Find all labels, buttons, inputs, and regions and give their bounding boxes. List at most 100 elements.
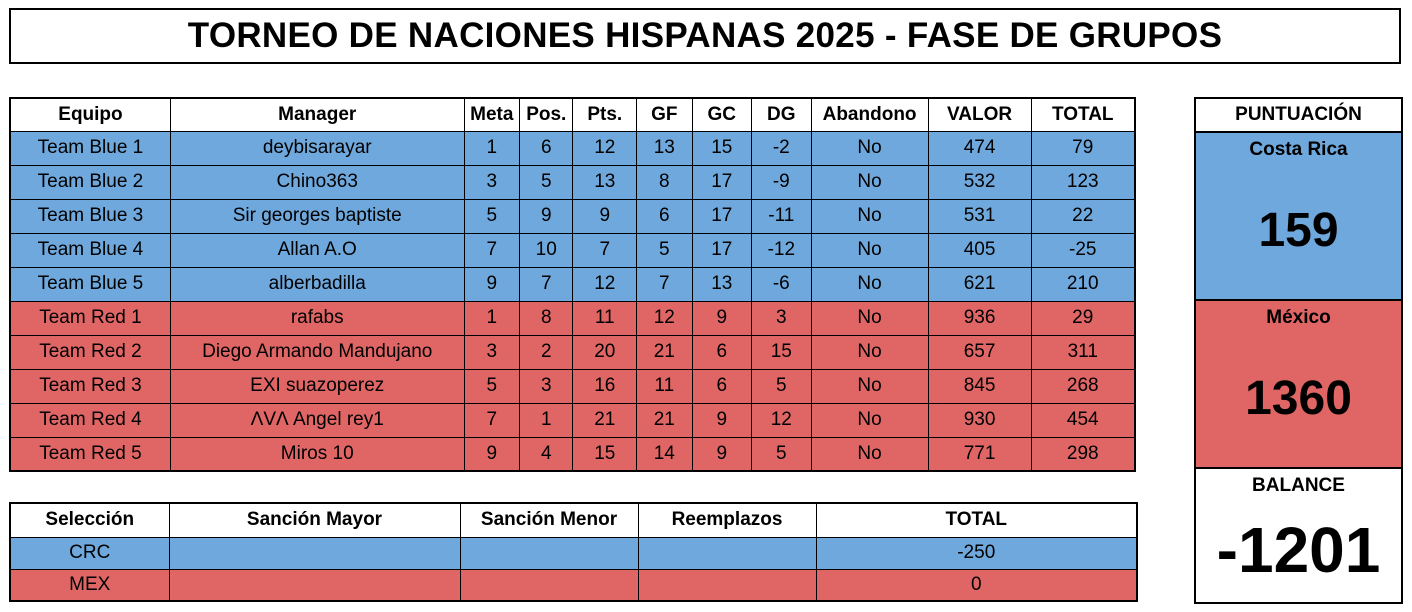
standings-cell: 11 (636, 368, 693, 404)
standings-cell: 7 (463, 232, 521, 268)
crc-score: 159 (1258, 203, 1339, 257)
sanctions-row: CRC -250 (9, 536, 1138, 570)
standings-cell: 5 (751, 368, 812, 404)
standings-cell: 123 (1030, 164, 1136, 200)
standings-cell: 3 (519, 368, 574, 404)
sanctions-cell (637, 536, 817, 570)
standings-cell: Team Blue 3 (9, 198, 171, 234)
standings-header-row: Equipo Manager Meta Pos. Pts. GF GC DG Abandono V… (9, 97, 1136, 132)
sanctions-cell: MEX (9, 568, 170, 602)
standings-cell: 771 (927, 436, 1032, 472)
standings-cell: 3 (463, 334, 521, 370)
standings-cell: 29 (1030, 300, 1136, 336)
standings-cell: 12 (636, 300, 693, 336)
standings-cell: 16 (572, 368, 638, 404)
standings-cell: 531 (927, 198, 1032, 234)
standings-cell: 7 (572, 232, 638, 268)
standings-cell: -9 (751, 164, 812, 200)
standings-cell: -2 (751, 130, 812, 166)
standings-cell: 13 (691, 266, 753, 302)
standings-cell: deybisarayar (169, 130, 465, 166)
standings-cell: 17 (691, 232, 753, 268)
standings-cell: 3 (751, 300, 812, 336)
sanctions-cell: -250 (815, 536, 1138, 570)
standings-cell: alberbadilla (169, 266, 465, 302)
standings-cell: 930 (927, 402, 1032, 438)
sanctions-cell (168, 536, 461, 570)
standings-cell: 9 (691, 402, 753, 438)
standings-cell: 6 (636, 198, 693, 234)
standings-cell: Miros 10 (169, 436, 465, 472)
sanctions-header-cell: Sanción Mayor (168, 502, 461, 538)
standings-cell: No (810, 436, 929, 472)
standings-cell: 9 (572, 198, 638, 234)
standings-cell: 5 (463, 368, 521, 404)
standings-cell: 12 (572, 130, 638, 166)
standings-header-cell: GF (636, 97, 693, 132)
standings-cell: 5 (463, 198, 521, 234)
mex-name: México (1266, 307, 1331, 328)
standings-cell: 405 (927, 232, 1032, 268)
standings-cell: Team Red 1 (9, 300, 171, 336)
standings-cell: 311 (1030, 334, 1136, 370)
standings-cell: No (810, 232, 929, 268)
standings-cell: Chino363 (169, 164, 465, 200)
crc-name: Costa Rica (1249, 139, 1348, 160)
sanctions-header-cell: TOTAL (815, 502, 1138, 538)
mex-score-block: México 1360 (1196, 301, 1401, 469)
standings-table: Equipo Manager Meta Pos. Pts. GF GC DG Abandono V… (9, 97, 1136, 472)
standings-row: Team Red 5 Miros 10 9 4 15 14 9 5 No 771 298 (9, 436, 1136, 472)
standings-row: Team Blue 2 Chino363 3 5 13 8 17 -9 No 532 123 (9, 164, 1136, 200)
standings-cell: 454 (1030, 402, 1136, 438)
standings-header-cell: Equipo (9, 97, 171, 132)
standings-cell: 532 (927, 164, 1032, 200)
standings-header-cell: DG (751, 97, 812, 132)
standings-cell: 936 (927, 300, 1032, 336)
standings-cell: 1 (463, 300, 521, 336)
standings-cell: Allan A.O (169, 232, 465, 268)
standings-cell: 1 (463, 130, 521, 166)
score-heading: PUNTUACIÓN (1196, 99, 1401, 133)
sanctions-cell (459, 568, 639, 602)
standings-cell: No (810, 198, 929, 234)
standings-cell: 6 (691, 334, 753, 370)
standings-cell: 15 (751, 334, 812, 370)
standings-cell: 79 (1030, 130, 1136, 166)
standings-cell: Team Blue 5 (9, 266, 171, 302)
standings-cell: 5 (751, 436, 812, 472)
sanctions-cell (459, 536, 639, 570)
standings-cell: No (810, 368, 929, 404)
standings-cell: Team Red 5 (9, 436, 171, 472)
score-panel: PUNTUACIÓN Costa Rica 159 México 1360 BA… (1194, 97, 1403, 604)
standings-row: Team Blue 5 alberbadilla 9 7 12 7 13 -6 No 621 210 (9, 266, 1136, 302)
standings-header-cell: Meta (463, 97, 521, 132)
standings-cell: No (810, 300, 929, 336)
standings-cell: 7 (463, 402, 521, 438)
standings-cell: ΛVΛ Angel rey1 (169, 402, 465, 438)
sanctions-header-cell: Selección (9, 502, 170, 538)
standings-cell: Diego Armando Mandujano (169, 334, 465, 370)
standings-cell: rafabs (169, 300, 465, 336)
standings-cell: 20 (572, 334, 638, 370)
sanctions-header-row: Selección Sanción Mayor Sanción Menor Reemp… (9, 502, 1138, 538)
standings-cell: 10 (519, 232, 574, 268)
standings-cell: Team Blue 1 (9, 130, 171, 166)
standings-header-cell: GC (691, 97, 753, 132)
standings-cell: Team Red 2 (9, 334, 171, 370)
standings-row: Team Blue 4 Allan A.O 7 10 7 5 17 -12 No 405 -25 (9, 232, 1136, 268)
standings-cell: No (810, 402, 929, 438)
standings-cell: 298 (1030, 436, 1136, 472)
standings-row: Team Red 1 rafabs 1 8 11 12 9 3 No 936 29 (9, 300, 1136, 336)
standings-row: Team Red 2 Diego Armando Mandujano 3 2 20 21 6… (9, 334, 1136, 370)
standings-cell: Team Blue 2 (9, 164, 171, 200)
standings-cell: 845 (927, 368, 1032, 404)
standings-cell: 7 (519, 266, 574, 302)
standings-cell: 474 (927, 130, 1032, 166)
standings-row: Team Red 3 EXI suazoperez 5 3 16 11 6 5 No 845 268 (9, 368, 1136, 404)
standings-cell: -11 (751, 198, 812, 234)
standings-header-cell: Manager (169, 97, 465, 132)
standings-cell: Team Red 3 (9, 368, 171, 404)
standings-cell: 11 (572, 300, 638, 336)
standings-cell: 12 (572, 266, 638, 302)
standings-cell: 22 (1030, 198, 1136, 234)
